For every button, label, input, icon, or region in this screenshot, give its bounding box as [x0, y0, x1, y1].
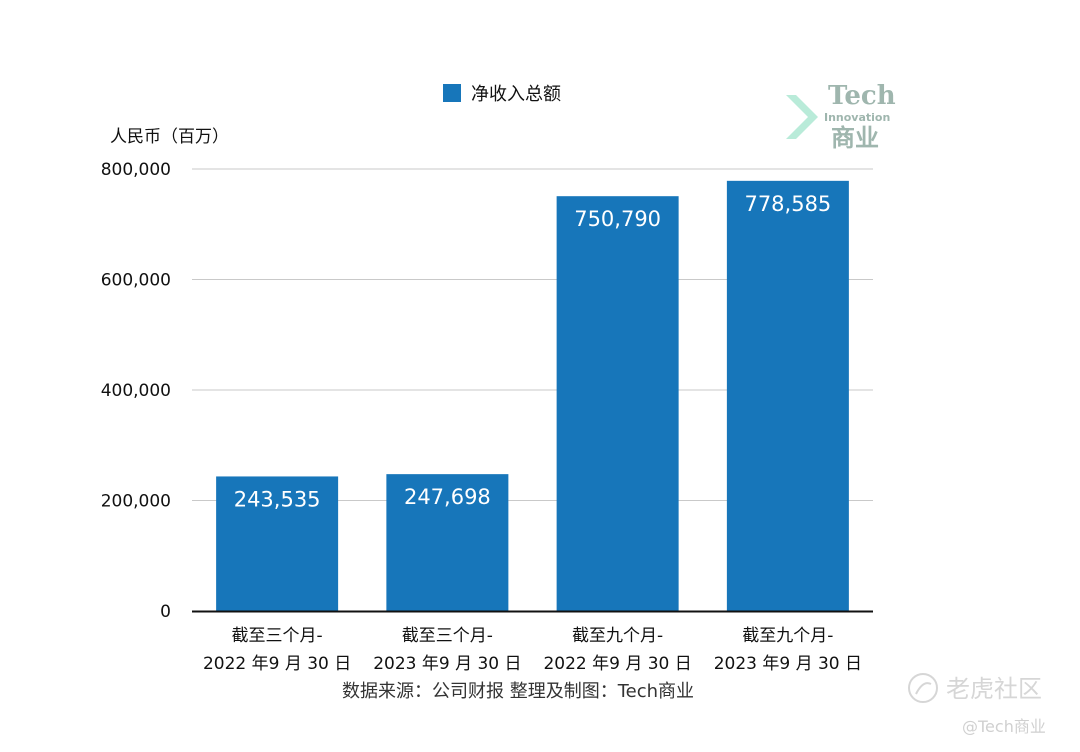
legend-swatch — [443, 84, 461, 102]
watermark: 老虎社区 @Tech商业 — [908, 673, 1046, 736]
bar — [726, 180, 849, 611]
y-tick-label: 600,000 — [101, 271, 171, 291]
watermark-brand: 老虎社区 — [946, 675, 1042, 703]
category-label: 截至三个月- — [402, 626, 493, 646]
y-axis-label: 人民币（百万） — [110, 127, 229, 147]
bars — [216, 180, 849, 611]
data-label: 243,535 — [234, 487, 321, 511]
data-label: 778,585 — [744, 192, 831, 216]
category-label: 截至九个月- — [742, 626, 833, 646]
category-label: 2023 年9 月 30 日 — [373, 654, 521, 674]
legend: 净收入总额 — [443, 84, 561, 105]
logo-line3: 商业 — [831, 123, 879, 152]
y-tick-label: 400,000 — [101, 381, 171, 401]
logo-line1: Tech — [828, 81, 896, 111]
tiger-logo-stroke — [915, 682, 932, 695]
y-tick-labels: 800,000 600,000 400,000 200,000 0 — [101, 160, 171, 622]
category-label: 2022 年9 月 30 日 — [203, 654, 351, 674]
data-label: 247,698 — [404, 485, 491, 509]
y-tick-label: 800,000 — [101, 160, 171, 180]
y-tick-label: 0 — [160, 602, 171, 622]
category-label: 2023 年9 月 30 日 — [714, 654, 862, 674]
watermark-handle: @Tech商业 — [962, 717, 1046, 736]
tiger-logo-icon — [908, 673, 938, 703]
logo-line2: Innovation — [824, 111, 890, 124]
category-label: 截至九个月- — [572, 626, 663, 646]
bar — [216, 476, 339, 611]
legend-label: 净收入总额 — [471, 84, 561, 105]
bar — [386, 474, 509, 611]
data-labels: 243,535 247,698 750,790 778,585 — [234, 192, 832, 512]
y-tick-label: 200,000 — [101, 492, 171, 512]
tech-innovation-logo: Tech Innovation 商业 — [786, 81, 896, 152]
bar — [556, 196, 679, 611]
data-label: 750,790 — [574, 207, 661, 231]
logo-arrow-icon — [786, 95, 818, 139]
category-label: 截至三个月- — [232, 626, 323, 646]
source-note: 数据来源：公司财报 整理及制图：Tech商业 — [342, 681, 694, 702]
category-label: 2022 年9 月 30 日 — [543, 654, 691, 674]
